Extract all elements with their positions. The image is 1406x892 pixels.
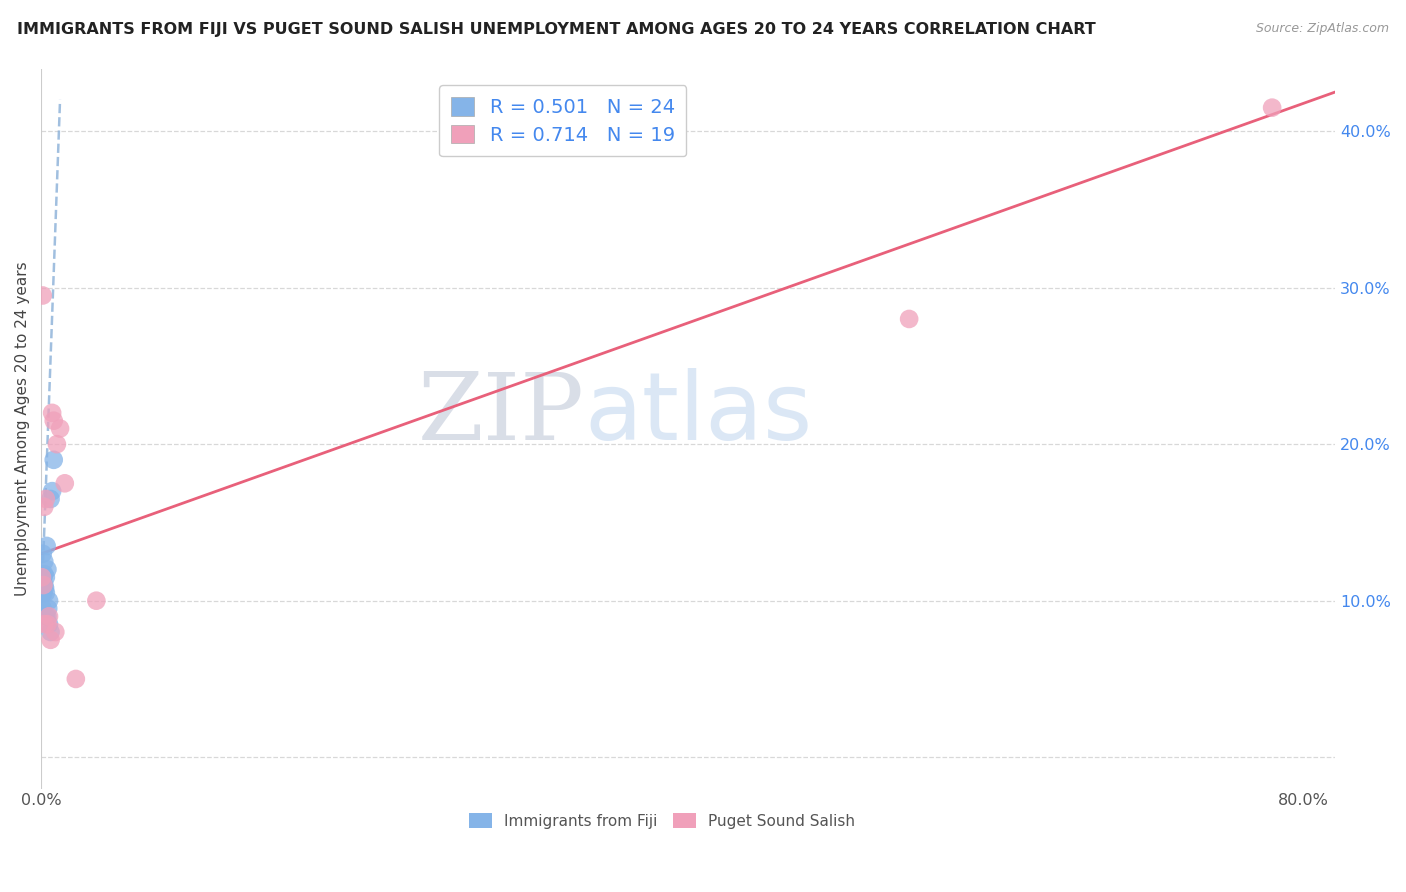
Point <box>37 617 59 632</box>
Point <box>41 406 63 420</box>
Point <box>38 593 60 607</box>
Point <box>53 476 76 491</box>
Point <box>39 632 62 647</box>
Point <box>32 578 55 592</box>
Point <box>38 609 60 624</box>
Text: atlas: atlas <box>585 368 813 460</box>
Point <box>34 581 56 595</box>
Point <box>32 578 55 592</box>
Point <box>31 288 53 302</box>
Point <box>32 570 55 584</box>
Text: ZIP: ZIP <box>418 369 585 459</box>
Point <box>31 570 53 584</box>
Point <box>49 421 72 435</box>
Text: Source: ZipAtlas.com: Source: ZipAtlas.com <box>1256 22 1389 36</box>
Point <box>37 562 59 576</box>
Point <box>42 414 65 428</box>
Point <box>35 609 58 624</box>
Point <box>35 539 58 553</box>
Point <box>32 567 55 582</box>
Point <box>1261 101 1284 115</box>
Point <box>39 491 62 506</box>
Point <box>31 586 53 600</box>
Point <box>31 578 53 592</box>
Legend: Immigrants from Fiji, Puget Sound Salish: Immigrants from Fiji, Puget Sound Salish <box>463 807 862 835</box>
Point <box>65 672 87 686</box>
Point <box>31 601 53 615</box>
Point <box>38 617 60 632</box>
Point <box>41 484 63 499</box>
Point <box>898 312 921 326</box>
Point <box>32 555 55 569</box>
Y-axis label: Unemployment Among Ages 20 to 24 years: Unemployment Among Ages 20 to 24 years <box>15 261 30 596</box>
Point <box>35 491 58 506</box>
Point <box>32 617 55 632</box>
Point <box>35 570 58 584</box>
Point <box>37 601 59 615</box>
Point <box>86 593 108 607</box>
Point <box>32 586 55 600</box>
Point <box>45 437 67 451</box>
Point <box>35 586 58 600</box>
Point <box>37 609 59 624</box>
Point <box>39 625 62 640</box>
Point <box>42 453 65 467</box>
Point <box>44 625 66 640</box>
Point <box>32 500 55 514</box>
Point <box>31 547 53 561</box>
Text: IMMIGRANTS FROM FIJI VS PUGET SOUND SALISH UNEMPLOYMENT AMONG AGES 20 TO 24 YEAR: IMMIGRANTS FROM FIJI VS PUGET SOUND SALI… <box>17 22 1095 37</box>
Point <box>31 570 53 584</box>
